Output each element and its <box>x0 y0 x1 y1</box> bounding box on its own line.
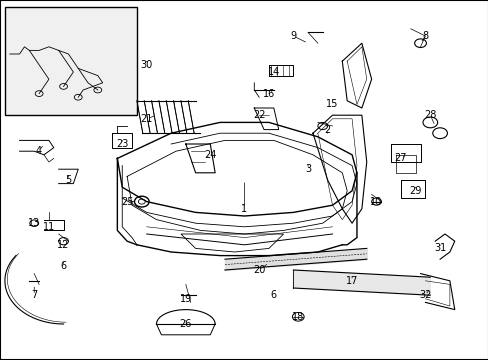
Text: 15: 15 <box>325 99 338 109</box>
Text: 20: 20 <box>252 265 265 275</box>
Text: 18: 18 <box>291 312 304 322</box>
Text: 7: 7 <box>31 290 37 300</box>
Text: 4: 4 <box>36 146 42 156</box>
Text: 8: 8 <box>422 31 427 41</box>
Text: 29: 29 <box>408 186 421 196</box>
Text: 5: 5 <box>65 175 71 185</box>
Polygon shape <box>293 270 429 295</box>
Text: 1: 1 <box>241 204 247 214</box>
Text: 6: 6 <box>61 261 66 271</box>
Text: 11: 11 <box>42 222 55 232</box>
Text: 6: 6 <box>270 290 276 300</box>
Text: 24: 24 <box>203 150 216 160</box>
Text: 14: 14 <box>267 67 280 77</box>
Text: 22: 22 <box>252 110 265 120</box>
Text: 12: 12 <box>57 240 70 250</box>
Text: 28: 28 <box>423 110 436 120</box>
Text: 21: 21 <box>140 114 153 124</box>
Text: 13: 13 <box>28 218 41 228</box>
Text: 25: 25 <box>121 197 133 207</box>
Text: 19: 19 <box>179 294 192 304</box>
Text: 16: 16 <box>262 89 275 99</box>
Text: 30: 30 <box>140 60 153 70</box>
Text: 9: 9 <box>290 31 296 41</box>
Text: 10: 10 <box>369 197 382 207</box>
Text: 27: 27 <box>394 153 407 163</box>
Text: 17: 17 <box>345 276 358 286</box>
Text: 23: 23 <box>116 139 128 149</box>
Text: 3: 3 <box>305 164 310 174</box>
Text: 32: 32 <box>418 290 431 300</box>
Text: 26: 26 <box>179 319 192 329</box>
Text: 31: 31 <box>433 243 446 253</box>
Bar <box>5 7 137 115</box>
Text: 2: 2 <box>324 125 330 135</box>
